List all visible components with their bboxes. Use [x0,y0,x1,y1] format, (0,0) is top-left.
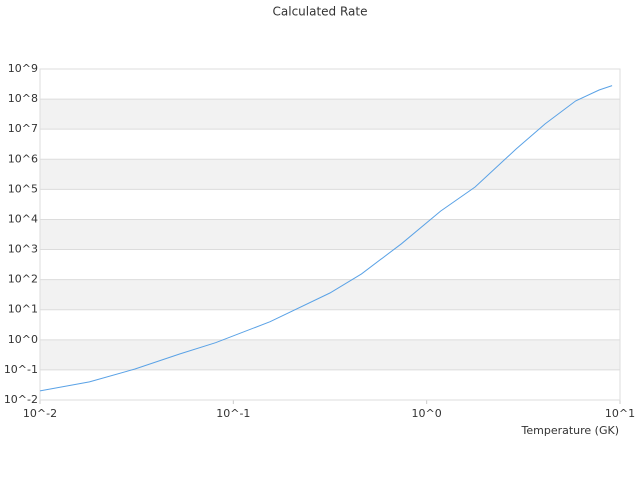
y-tick-label: 10^7 [8,122,38,135]
grid-band [40,99,620,130]
x-tick-label: 10^-1 [216,407,250,420]
x-tick-label: 10^-2 [23,407,57,420]
y-tick-label: 10^8 [8,92,38,105]
chart-title: Calculated Rate [273,5,368,19]
x-axis-label: Temperature (GK) [521,424,620,437]
grid-band [40,339,620,370]
y-tick-label: 10^1 [8,303,38,316]
y-tick-label: 10^5 [8,182,38,195]
grid-band [40,159,620,190]
x-tick-label: 10^1 [605,407,635,420]
y-tick-label: 10^6 [8,152,38,165]
y-tick-label: 10^3 [8,243,38,256]
y-tick-label: 10^2 [8,273,38,286]
y-tick-label: 10^4 [8,212,38,225]
data-line [39,85,613,392]
y-tick-label: 10^0 [8,333,38,346]
y-tick-label: 10^9 [8,62,38,75]
plot-frame [39,68,621,401]
y-tick-label: 10^-1 [4,363,38,376]
grid-band [40,219,620,250]
grid-band [40,279,620,310]
x-tick-label: 10^0 [412,407,442,420]
y-tick-label: 10^-2 [4,393,38,406]
